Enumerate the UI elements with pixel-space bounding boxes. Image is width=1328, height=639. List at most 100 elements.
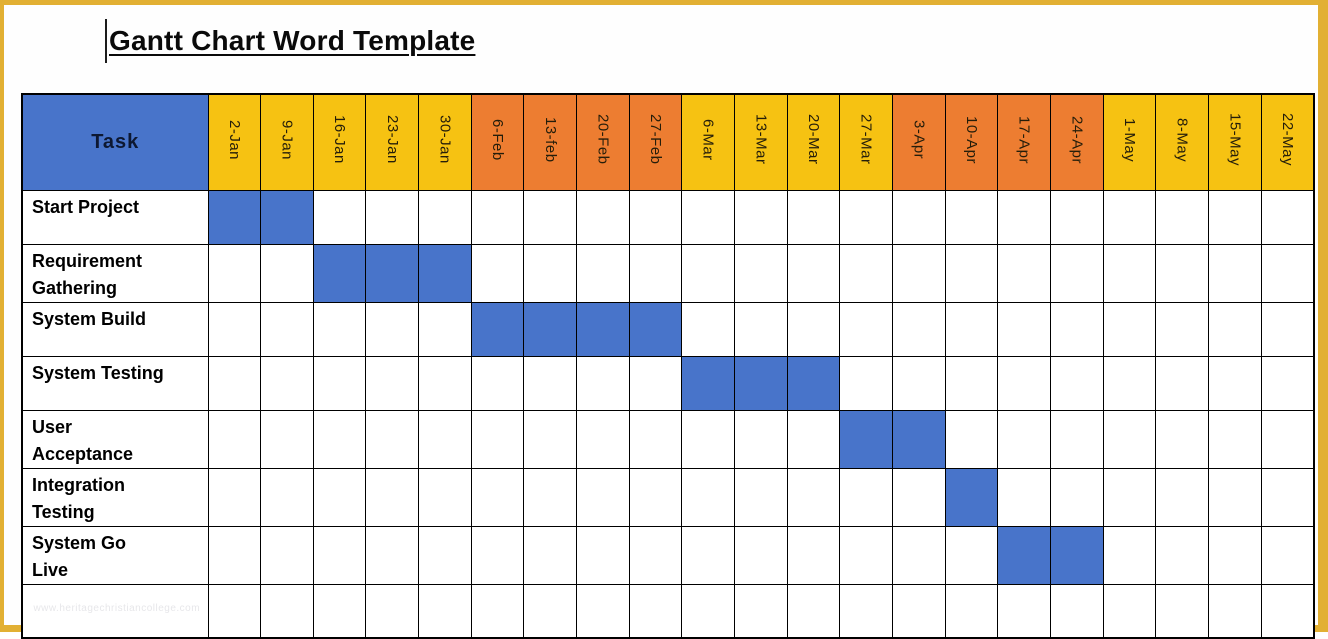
grid-cell bbox=[839, 189, 894, 245]
grid-cell bbox=[365, 301, 420, 357]
grid-cell bbox=[523, 583, 578, 639]
watermark-text: www.heritagechristiancollege.com bbox=[33, 602, 201, 614]
gantt-bar-cell bbox=[260, 189, 314, 245]
task-label: System Go Live bbox=[21, 525, 209, 585]
grid-cell bbox=[1050, 301, 1104, 357]
grid-cell bbox=[207, 525, 262, 585]
col-header-label: 6-Mar bbox=[699, 118, 717, 161]
grid-cell bbox=[312, 189, 367, 245]
grid-cell bbox=[944, 189, 999, 245]
grid-cell bbox=[786, 243, 841, 303]
grid-cell bbox=[365, 189, 420, 245]
gantt-bar-cell bbox=[470, 301, 525, 357]
gantt-bar-cell bbox=[576, 301, 630, 357]
task-label: Requirement Gathering bbox=[21, 243, 209, 303]
grid-cell bbox=[260, 243, 314, 303]
grid-cell bbox=[470, 355, 525, 411]
col-header-20-mar: 20-Mar bbox=[786, 93, 841, 191]
grid-cell bbox=[312, 583, 367, 639]
grid-cell bbox=[892, 301, 946, 357]
grid-cell bbox=[944, 583, 999, 639]
grid-cell bbox=[418, 355, 472, 411]
col-header-label: 30-Jan bbox=[436, 115, 454, 165]
task-label-line: Live bbox=[32, 559, 69, 580]
grid-cell bbox=[944, 409, 999, 469]
grid-cell bbox=[1207, 355, 1262, 411]
grid-cell bbox=[1155, 355, 1209, 411]
task-label: Integration Testing bbox=[21, 467, 209, 527]
grid-cell bbox=[786, 301, 841, 357]
grid-cell bbox=[523, 355, 578, 411]
grid-cell bbox=[681, 243, 736, 303]
grid-cell bbox=[1207, 583, 1262, 639]
col-header-label: 8-May bbox=[1173, 117, 1191, 162]
col-header-label: 27-Feb bbox=[647, 114, 665, 166]
col-header-label: 24-Apr bbox=[1068, 115, 1086, 164]
grid-cell bbox=[260, 409, 314, 469]
col-header-20-feb: 20-Feb bbox=[576, 93, 630, 191]
col-header-label: 16-Jan bbox=[331, 115, 349, 165]
grid-cell bbox=[786, 525, 841, 585]
task-row: Start Project bbox=[21, 189, 1315, 245]
col-header-13-mar: 13-Mar bbox=[734, 93, 788, 191]
task-label-line: Testing bbox=[32, 501, 95, 522]
gantt-bar-cell bbox=[944, 467, 999, 527]
grid-cell bbox=[997, 355, 1051, 411]
grid-cell bbox=[1102, 583, 1157, 639]
gantt-bar-cell bbox=[734, 355, 788, 411]
grid-cell bbox=[892, 243, 946, 303]
grid-cell bbox=[681, 409, 736, 469]
grid-cell bbox=[944, 301, 999, 357]
grid-cell bbox=[470, 525, 525, 585]
grid-cell bbox=[734, 243, 788, 303]
col-header-16-jan: 16-Jan bbox=[312, 93, 367, 191]
grid-cell bbox=[418, 301, 472, 357]
grid-cell bbox=[365, 467, 420, 527]
task-label-line: System Build bbox=[32, 308, 147, 329]
grid-cell bbox=[1102, 301, 1157, 357]
gantt-bar-cell bbox=[628, 301, 683, 357]
grid-cell bbox=[681, 525, 736, 585]
gantt-bar-cell bbox=[997, 525, 1051, 585]
grid-cell bbox=[997, 243, 1051, 303]
grid-cell bbox=[576, 467, 630, 527]
grid-cell bbox=[997, 301, 1051, 357]
gantt-bar-cell bbox=[681, 355, 736, 411]
grid-cell bbox=[576, 355, 630, 411]
grid-cell bbox=[892, 583, 946, 639]
grid-cell bbox=[1050, 467, 1104, 527]
grid-cell bbox=[734, 525, 788, 585]
grid-cell bbox=[628, 467, 683, 527]
grid-cell bbox=[997, 583, 1051, 639]
gantt-bar-cell bbox=[892, 409, 946, 469]
grid-cell bbox=[1155, 583, 1209, 639]
grid-cell bbox=[1260, 243, 1315, 303]
gantt-bar-cell bbox=[523, 301, 578, 357]
grid-cell bbox=[892, 355, 946, 411]
grid-cell bbox=[207, 243, 262, 303]
grid-cell bbox=[523, 409, 578, 469]
grid-cell bbox=[207, 409, 262, 469]
task-label-line: Integration bbox=[32, 474, 125, 495]
grid-cell bbox=[839, 301, 894, 357]
grid-cell bbox=[786, 467, 841, 527]
task-label: Start Project bbox=[21, 189, 209, 245]
grid-cell bbox=[1207, 409, 1262, 469]
grid-cell bbox=[523, 189, 578, 245]
gantt-bar-cell bbox=[418, 243, 472, 303]
grid-cell bbox=[1207, 301, 1262, 357]
gantt-bar-cell bbox=[207, 189, 262, 245]
grid-cell bbox=[523, 243, 578, 303]
gantt-header: Task 2-Jan 9-Jan 16-Jan 23-Jan 30-Jan 6-Feb 13… bbox=[21, 93, 1315, 191]
grid-cell bbox=[418, 583, 472, 639]
grid-cell bbox=[365, 525, 420, 585]
grid-cell bbox=[1260, 409, 1315, 469]
page-title[interactable]: Gantt Chart Word Template bbox=[109, 25, 476, 56]
grid-cell bbox=[1155, 301, 1209, 357]
grid-cell bbox=[260, 467, 314, 527]
grid-cell bbox=[839, 243, 894, 303]
col-header-3-apr: 3-Apr bbox=[892, 93, 946, 191]
grid-cell bbox=[681, 301, 736, 357]
grid-cell bbox=[1260, 583, 1315, 639]
grid-cell bbox=[628, 583, 683, 639]
